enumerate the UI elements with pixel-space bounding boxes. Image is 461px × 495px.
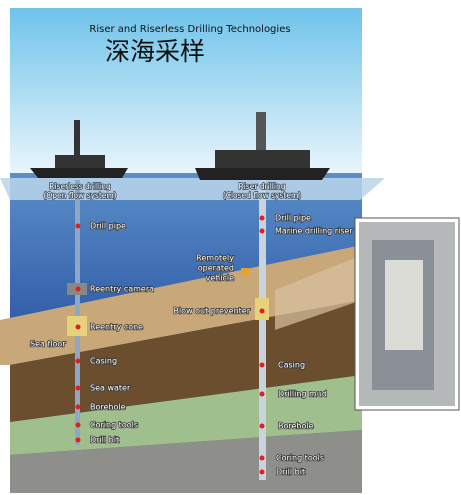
ship-label: Riserless drilling [49, 182, 111, 191]
callout-label: vehicle [206, 274, 235, 283]
marker-dot [259, 469, 265, 475]
title: Riser and Riserless Drilling Technologie… [89, 24, 290, 35]
rov [241, 268, 249, 276]
riser-ship [195, 112, 330, 180]
marker-dot [259, 423, 265, 429]
ship-label: Riser drilling [239, 182, 286, 191]
ship-sublabel: (Open flow system) [43, 191, 116, 200]
sediment-layer [0, 245, 362, 365]
callout-label: Blow out preventer [173, 307, 250, 316]
marker-dot [259, 455, 265, 461]
callout-label: Drill pipe [90, 222, 126, 231]
callout-label: Casing [90, 357, 117, 366]
callout-label: Drill bit [276, 468, 305, 477]
marker-dot [75, 324, 81, 330]
marker-dot [75, 223, 81, 229]
callout-label: Borehole [278, 422, 314, 431]
callout-label: Reentry cone [90, 323, 143, 332]
callout-label: Borehole [90, 403, 126, 412]
marker-dot [259, 362, 265, 368]
callout-label: Drill pipe [275, 214, 311, 223]
callout-label: Casing [278, 361, 305, 370]
callout-label: operated [198, 264, 234, 273]
callout-label: Drill bit [90, 436, 119, 445]
marker-dot [259, 308, 265, 314]
photo-equipment [385, 260, 423, 350]
marker-dot [259, 228, 265, 234]
rock-layer [10, 300, 362, 422]
callout-label: Sea water [90, 384, 131, 393]
marker-dot [75, 286, 81, 292]
callout-label: Drilling mud [278, 390, 327, 399]
bottom-layer [10, 430, 362, 493]
callout-label: Reentry camera [90, 285, 154, 294]
marker-dot [259, 391, 265, 397]
marker-dot [75, 437, 81, 443]
callout-label: Remotely [196, 254, 234, 263]
zoom-wedge [275, 255, 362, 330]
drill-pipe-right [259, 180, 266, 480]
sea-floor-label: Sea floor [30, 340, 66, 349]
marker-dot [75, 404, 81, 410]
sky [10, 8, 362, 173]
marker-dot [75, 358, 81, 364]
marker-dot [75, 422, 81, 428]
marker-dot [259, 215, 265, 221]
callout-label: Coring tools [90, 421, 138, 430]
subtitle: 深海采样 [105, 37, 205, 66]
callout-label: Marine drilling riser [275, 227, 353, 236]
callout-label: Coring tools [276, 454, 324, 463]
drill-pipe-left [75, 180, 80, 445]
riserless-ship [30, 120, 128, 178]
green-layer [10, 375, 362, 455]
marker-dot [75, 385, 81, 391]
ship-sublabel: (Closed flow system) [223, 191, 301, 200]
sea-surface [0, 178, 385, 200]
